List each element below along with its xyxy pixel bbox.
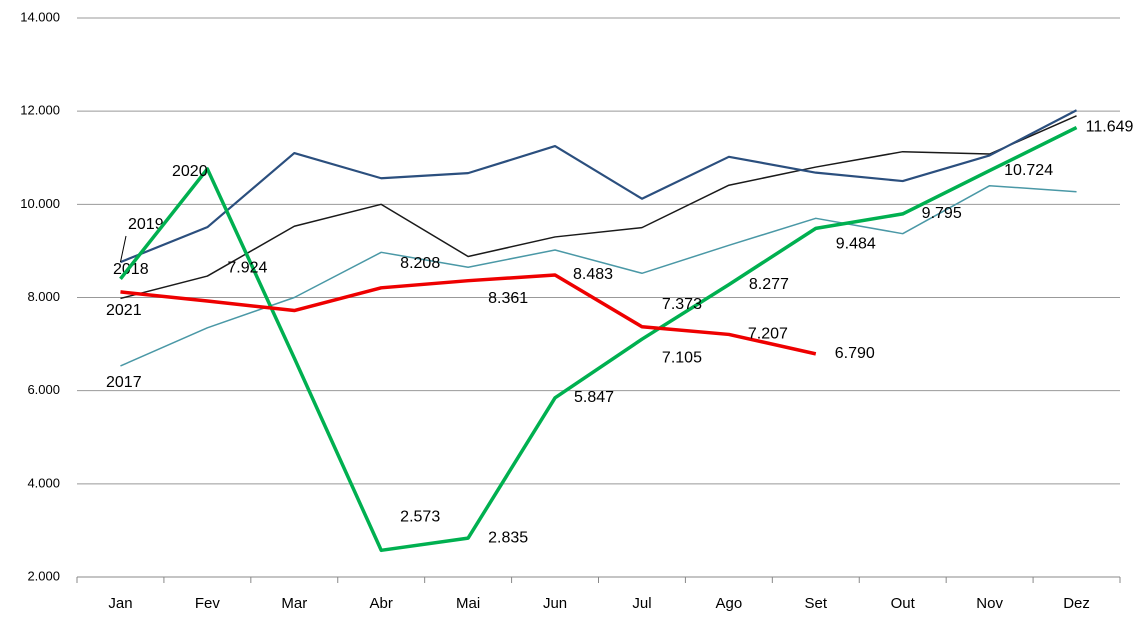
y-tick-label: 12.000 <box>20 103 60 118</box>
data-label: 2.835 <box>488 529 528 546</box>
y-tick-label: 6.000 <box>27 382 60 397</box>
data-label: 8.208 <box>400 255 440 272</box>
x-tick-label: Abr <box>370 595 393 612</box>
data-label: 2.573 <box>400 509 440 526</box>
x-tick-label: Mar <box>281 595 307 612</box>
series-line <box>120 184 1077 367</box>
data-label: 8.483 <box>573 266 613 283</box>
series-line <box>119 125 1078 553</box>
y-tick-label: 10.000 <box>20 196 60 211</box>
data-label: 7.105 <box>662 349 702 366</box>
x-tick-label: Set <box>805 595 828 612</box>
x-tick-label: Out <box>891 595 916 612</box>
data-label: 8.361 <box>488 290 528 307</box>
data-label: 11.649 <box>1086 119 1134 136</box>
series-line <box>120 273 817 356</box>
series-label: 2020 <box>172 163 208 180</box>
x-tick-label: Jul <box>632 595 651 612</box>
series-label: 2019 <box>128 216 164 233</box>
series-line <box>120 115 1077 300</box>
leader-line <box>119 235 127 263</box>
series-label: 2017 <box>106 374 142 391</box>
x-tick-label: Jun <box>543 595 567 612</box>
y-tick-label: 2.000 <box>27 568 60 583</box>
data-label: 7.373 <box>662 296 702 313</box>
series-label: 2018 <box>113 261 149 278</box>
x-tick-label: Ago <box>716 595 743 612</box>
data-label: 9.484 <box>836 236 876 253</box>
x-tick-label: Fev <box>195 595 221 612</box>
data-label: 9.795 <box>922 205 962 222</box>
data-label: 6.790 <box>835 345 875 362</box>
data-label: 7.924 <box>227 259 267 276</box>
data-label: 8.277 <box>749 276 789 293</box>
x-tick-label: Jan <box>108 595 132 612</box>
x-tick-label: Mai <box>456 595 480 612</box>
x-tick-label: Nov <box>976 595 1003 612</box>
data-label: 7.207 <box>748 326 788 343</box>
y-tick-label: 4.000 <box>27 475 60 490</box>
data-label: 5.847 <box>574 389 614 406</box>
data-label: 10.724 <box>1004 162 1053 179</box>
y-tick-label: 14.000 <box>20 9 60 24</box>
x-tick-label: Dez <box>1063 595 1090 612</box>
series-line <box>120 109 1078 264</box>
series-label: 2021 <box>106 302 142 319</box>
y-tick-label: 8.000 <box>27 289 60 304</box>
